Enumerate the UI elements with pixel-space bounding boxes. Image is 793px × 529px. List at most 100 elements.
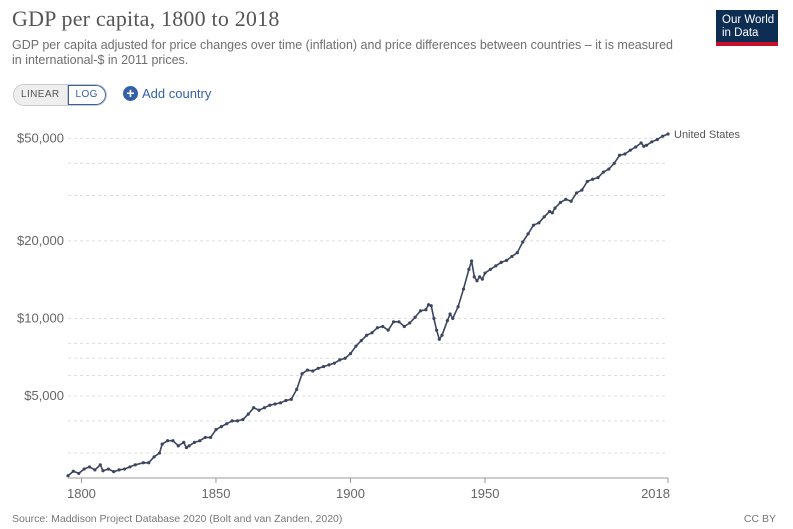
data-point[interactable]	[284, 398, 288, 403]
data-point[interactable]	[440, 333, 444, 337]
data-point[interactable]	[666, 132, 670, 136]
data-point[interactable]	[235, 419, 240, 423]
log-scale-button[interactable]: LOG	[67, 85, 106, 105]
data-point[interactable]	[219, 425, 223, 429]
license-link[interactable]: CC BY	[743, 513, 776, 525]
add-country-button[interactable]: + Add country	[123, 86, 211, 101]
data-point[interactable]	[483, 271, 487, 275]
data-point[interactable]	[391, 320, 396, 324]
data-point[interactable]	[451, 316, 455, 320]
data-point[interactable]	[182, 440, 186, 444]
data-point[interactable]	[128, 465, 132, 469]
data-point[interactable]	[574, 191, 579, 195]
data-point[interactable]	[461, 287, 466, 291]
data-point[interactable]	[526, 232, 530, 236]
data-point[interactable]	[93, 468, 97, 472]
data-point[interactable]	[435, 328, 439, 332]
data-point[interactable]	[448, 312, 452, 316]
data-point[interactable]	[408, 321, 412, 325]
data-point[interactable]	[101, 469, 105, 473]
data-point[interactable]	[585, 179, 589, 184]
data-point[interactable]	[478, 275, 482, 279]
data-point[interactable]	[203, 435, 207, 440]
data-point[interactable]	[456, 305, 460, 309]
data-point[interactable]	[338, 358, 342, 362]
data-point[interactable]	[550, 211, 554, 215]
data-point[interactable]	[112, 470, 116, 474]
data-point[interactable]	[365, 333, 369, 337]
data-point[interactable]	[359, 338, 363, 343]
data-point[interactable]	[628, 148, 632, 152]
data-point[interactable]	[650, 140, 654, 144]
data-point[interactable]	[316, 366, 320, 370]
data-point[interactable]	[157, 451, 162, 455]
data-point[interactable]	[295, 387, 299, 391]
data-point[interactable]	[432, 316, 436, 320]
data-point[interactable]	[322, 364, 326, 369]
data-point[interactable]	[262, 406, 267, 410]
source-note[interactable]: Source: Maddison Project Database 2020 (…	[12, 513, 343, 525]
data-point[interactable]	[494, 264, 498, 268]
data-point[interactable]	[634, 145, 638, 149]
data-point[interactable]	[504, 258, 509, 262]
data-point[interactable]	[184, 445, 188, 450]
data-point[interactable]	[480, 277, 484, 281]
data-point[interactable]	[499, 260, 503, 264]
data-point[interactable]	[469, 259, 474, 263]
data-point[interactable]	[488, 267, 493, 271]
data-point[interactable]	[176, 444, 180, 448]
data-point[interactable]	[418, 309, 423, 313]
data-point[interactable]	[152, 455, 156, 459]
linear-scale-button[interactable]: LINEAR	[14, 85, 68, 105]
data-point[interactable]	[278, 401, 283, 405]
data-point[interactable]	[521, 240, 525, 244]
data-point[interactable]	[165, 439, 170, 443]
data-point[interactable]	[252, 406, 256, 410]
data-point[interactable]	[623, 152, 627, 156]
data-point[interactable]	[133, 463, 137, 467]
series-label-united-states[interactable]: United States	[674, 129, 741, 141]
data-point[interactable]	[117, 468, 121, 472]
data-point[interactable]	[601, 170, 606, 174]
data-point[interactable]	[106, 467, 110, 471]
data-point[interactable]	[580, 188, 584, 192]
data-point[interactable]	[386, 328, 390, 332]
data-point[interactable]	[273, 402, 277, 406]
data-point[interactable]	[82, 467, 86, 471]
data-point[interactable]	[437, 337, 441, 341]
data-point[interactable]	[187, 444, 191, 448]
data-point[interactable]	[209, 435, 213, 440]
data-point[interactable]	[445, 319, 449, 323]
data-point[interactable]	[655, 137, 659, 142]
data-point[interactable]	[214, 427, 218, 432]
data-point[interactable]	[402, 324, 406, 329]
data-point[interactable]	[87, 465, 92, 469]
data-point[interactable]	[370, 331, 374, 335]
data-point[interactable]	[644, 143, 649, 147]
data-point[interactable]	[591, 177, 595, 181]
data-point[interactable]	[98, 463, 102, 467]
data-point[interactable]	[354, 344, 358, 348]
data-point[interactable]	[607, 167, 611, 171]
data-point[interactable]	[122, 467, 127, 471]
data-point[interactable]	[472, 275, 476, 279]
data-point[interactable]	[596, 176, 600, 180]
data-point[interactable]	[257, 408, 261, 412]
data-point[interactable]	[77, 471, 81, 476]
data-point[interactable]	[348, 351, 353, 356]
data-point[interactable]	[429, 304, 433, 308]
data-point[interactable]	[558, 200, 562, 205]
data-point[interactable]	[515, 251, 519, 255]
data-point[interactable]	[510, 254, 514, 259]
data-point[interactable]	[397, 320, 401, 324]
data-point[interactable]	[537, 221, 541, 225]
data-point[interactable]	[311, 369, 315, 373]
data-point[interactable]	[617, 153, 622, 157]
data-point[interactable]	[332, 361, 336, 365]
owid-logo[interactable]: Our World in Data	[716, 10, 778, 46]
data-point[interactable]	[569, 199, 573, 203]
data-point[interactable]	[424, 308, 428, 312]
data-point[interactable]	[661, 134, 665, 138]
data-point[interactable]	[230, 419, 234, 423]
data-point[interactable]	[289, 397, 293, 401]
